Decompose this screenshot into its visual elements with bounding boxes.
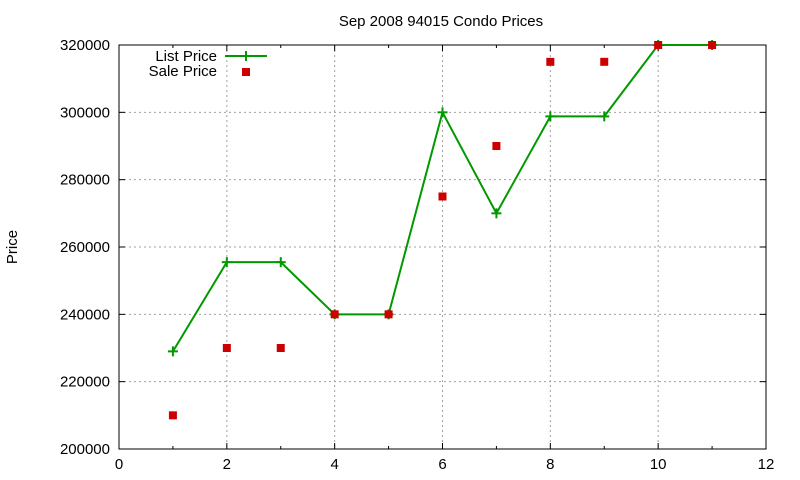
- list-price-point: [167, 346, 178, 357]
- x-tick-label: 8: [546, 456, 554, 473]
- grid-layer: [119, 45, 766, 449]
- y-tick-label: 280000: [60, 172, 110, 189]
- list-price-point: [275, 257, 286, 268]
- tick-layer: 0 2 4 6 8 10 12 200000 220000 240000 260000 280000 3…: [60, 37, 774, 473]
- sale-price-point: [546, 57, 555, 66]
- legend-label-sale-price: Sale Price: [149, 63, 217, 80]
- sale-price-point: [276, 344, 285, 352]
- sale-price-point: [384, 310, 393, 319]
- legend-swatch-sale-price: [242, 68, 250, 76]
- x-tick-label: 4: [330, 456, 338, 473]
- x-tick-label: 10: [650, 456, 667, 473]
- y-tick-label: 240000: [60, 306, 110, 323]
- x-tick-label: 0: [115, 456, 123, 473]
- y-tick-label: 300000: [60, 104, 110, 121]
- chart-title: Sep 2008 94015 Condo Prices: [339, 13, 543, 30]
- list-price-point: [599, 111, 610, 122]
- list-price-point: [491, 208, 502, 219]
- list-price-point: [545, 111, 556, 122]
- y-axis-label: Price: [4, 230, 21, 264]
- sale-price-point: [168, 411, 177, 420]
- sale-price-point: [330, 310, 339, 319]
- legend-marker-list-price: [241, 51, 251, 61]
- sale-price-point: [222, 344, 231, 352]
- sale-price-point: [600, 57, 609, 66]
- legend: List Price Sale Price: [149, 48, 267, 80]
- y-tick-label: 200000: [60, 441, 110, 458]
- list-price-point: [221, 257, 232, 268]
- list-price-point: [437, 107, 448, 118]
- legend-plus-marker: [241, 51, 251, 61]
- sale-price-point: [492, 142, 501, 150]
- series-layer: [167, 40, 718, 420]
- legend-label-list-price: List Price: [155, 48, 217, 65]
- y-tick-label: 320000: [60, 37, 110, 54]
- y-tick-label: 220000: [60, 374, 110, 391]
- sale-price-point: [654, 41, 663, 49]
- x-tick-label: 12: [758, 456, 775, 473]
- x-tick-label: 6: [438, 456, 446, 473]
- y-tick-label: 260000: [60, 239, 110, 256]
- x-tick-label: 2: [223, 456, 231, 473]
- sale-price-point: [438, 192, 447, 201]
- sale-price-point: [708, 41, 717, 49]
